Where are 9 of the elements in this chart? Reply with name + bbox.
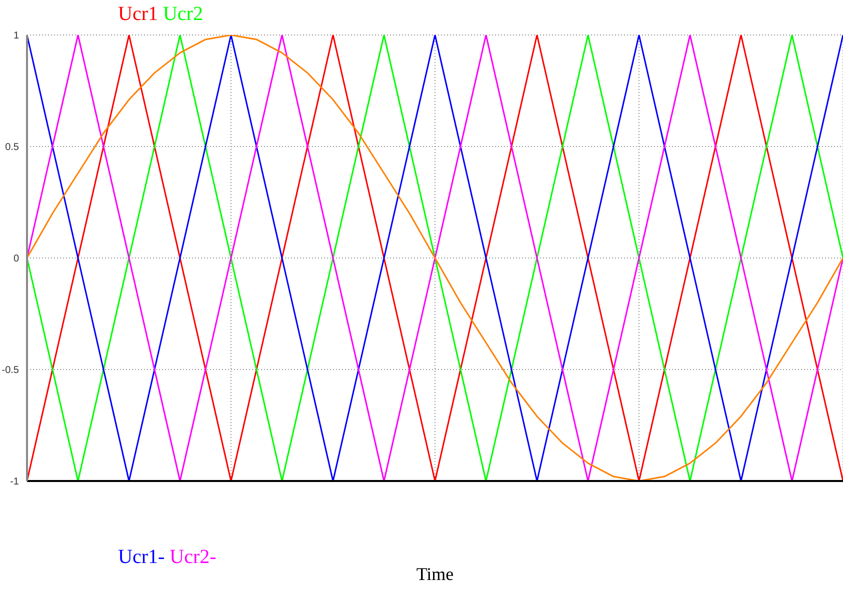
y-tick-label: 0.5 — [5, 142, 20, 154]
y-tick-label: 0 — [13, 254, 20, 265]
y-tick-label: -0.5 — [2, 365, 20, 376]
y-tick-label: 1 — [13, 30, 20, 42]
y-tick-label: -1 — [10, 476, 20, 488]
line-series — [26, 35, 843, 481]
series-names-bottom: Ucr1- Ucr2- — [118, 546, 218, 569]
x-axis-title: Time — [416, 564, 454, 584]
series-names-top: Ucr1 Ucr2 — [118, 3, 204, 26]
